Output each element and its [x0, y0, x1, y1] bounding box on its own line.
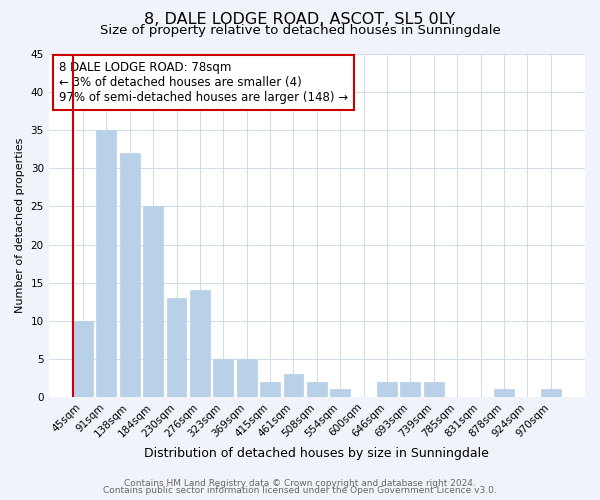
Bar: [214, 359, 233, 397]
X-axis label: Distribution of detached houses by size in Sunningdale: Distribution of detached houses by size …: [145, 447, 489, 460]
Text: Contains public sector information licensed under the Open Government Licence v3: Contains public sector information licen…: [103, 486, 497, 495]
Y-axis label: Number of detached properties: Number of detached properties: [15, 138, 25, 313]
Bar: [120, 153, 140, 397]
Bar: [284, 374, 304, 397]
Bar: [237, 359, 257, 397]
Bar: [330, 390, 350, 397]
Bar: [494, 390, 514, 397]
Bar: [143, 206, 163, 397]
Bar: [377, 382, 397, 397]
Bar: [541, 390, 560, 397]
Bar: [190, 290, 210, 397]
Text: Size of property relative to detached houses in Sunningdale: Size of property relative to detached ho…: [100, 24, 500, 37]
Bar: [400, 382, 421, 397]
Bar: [260, 382, 280, 397]
Bar: [73, 320, 93, 397]
Bar: [424, 382, 443, 397]
Bar: [307, 382, 327, 397]
Text: 8, DALE LODGE ROAD, ASCOT, SL5 0LY: 8, DALE LODGE ROAD, ASCOT, SL5 0LY: [145, 12, 455, 28]
Text: 8 DALE LODGE ROAD: 78sqm
← 3% of detached houses are smaller (4)
97% of semi-det: 8 DALE LODGE ROAD: 78sqm ← 3% of detache…: [59, 61, 349, 104]
Text: Contains HM Land Registry data © Crown copyright and database right 2024.: Contains HM Land Registry data © Crown c…: [124, 478, 476, 488]
Bar: [167, 298, 187, 397]
Bar: [97, 130, 116, 397]
